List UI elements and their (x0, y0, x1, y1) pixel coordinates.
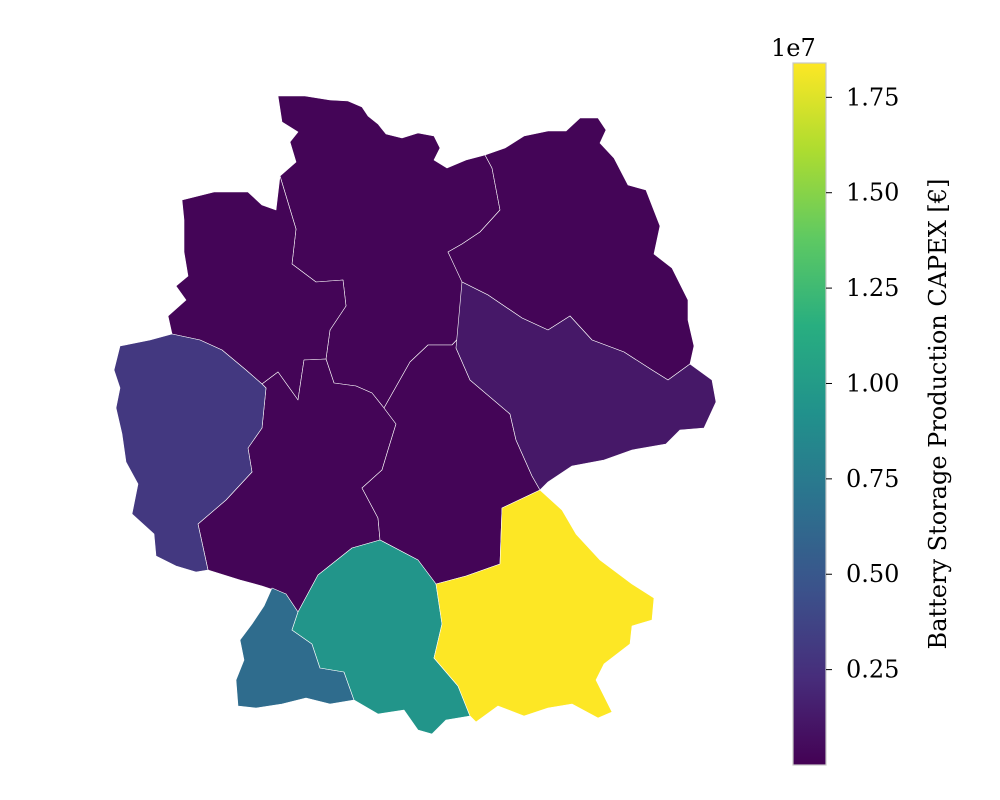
colorbar-tick-label: 0.25 (846, 656, 899, 684)
region-northeast[interactable] (447, 117, 695, 381)
colorbar-tick-label: 0.75 (846, 465, 899, 493)
germany-map (113, 95, 717, 735)
colorbar-tick-label: 1.50 (846, 179, 899, 207)
colorbar: 1e7 0.25 0.50 0.75 1.00 1.25 1.50 1.75 Battery… (771, 34, 952, 766)
region-southeast[interactable] (433, 489, 655, 723)
colorbar-tick-label: 0.50 (846, 560, 899, 588)
region-east-saxony[interactable] (455, 281, 717, 491)
colorbar-tick-label: 1.75 (846, 83, 899, 111)
colorbar-ticks: 0.25 0.50 0.75 1.00 1.25 1.50 1.75 (826, 83, 899, 684)
colorbar-gradient (792, 62, 827, 766)
region-west[interactable] (113, 333, 267, 573)
colorbar-tick-label: 1.00 (846, 369, 899, 397)
colorbar-label: Battery Storage Production CAPEX [€] (924, 179, 952, 650)
colorbar-exponent: 1e7 (771, 34, 816, 62)
colorbar-tick-label: 1.25 (846, 274, 899, 302)
region-south-central[interactable] (291, 539, 471, 735)
